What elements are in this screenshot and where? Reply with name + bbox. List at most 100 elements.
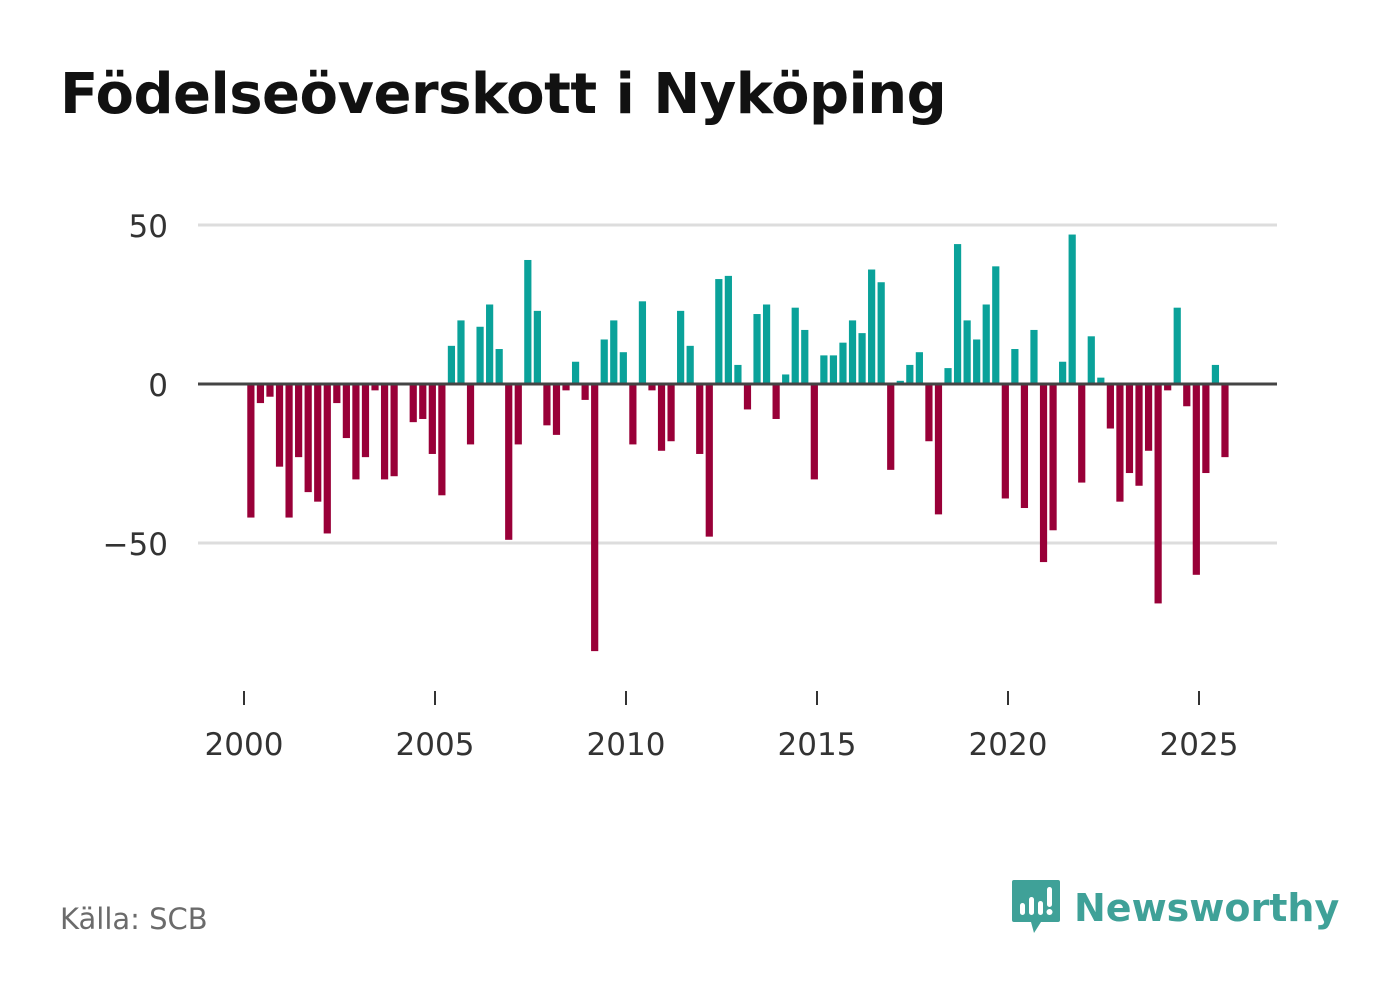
bar — [552, 384, 561, 435]
bar — [858, 333, 866, 384]
bar — [944, 368, 952, 384]
bar — [992, 266, 1000, 384]
bar — [657, 384, 666, 451]
bar — [1154, 384, 1162, 604]
bar — [877, 282, 885, 384]
bar — [667, 384, 675, 442]
bar — [323, 384, 331, 534]
bar — [1106, 384, 1114, 429]
y-axis: 50 0 −50 — [103, 209, 168, 563]
bar — [581, 384, 589, 400]
bar — [810, 384, 818, 480]
bar — [791, 307, 799, 384]
bar — [390, 384, 398, 477]
bar — [266, 384, 274, 397]
bar — [906, 364, 914, 384]
bar — [1049, 384, 1057, 531]
bar — [982, 304, 990, 384]
bar — [524, 259, 532, 384]
x-tick-label: 2005 — [396, 727, 475, 763]
bar — [514, 384, 522, 445]
x-tick-label: 2020 — [969, 727, 1048, 763]
bar — [1059, 361, 1067, 384]
x-tick-label: 2010 — [587, 727, 666, 763]
bar — [285, 384, 293, 518]
bar — [380, 384, 389, 480]
bar — [734, 364, 742, 384]
bar — [973, 339, 981, 384]
bar — [1173, 307, 1181, 384]
bar — [887, 384, 895, 470]
bar — [696, 384, 704, 454]
bar — [753, 314, 761, 384]
bar — [256, 384, 265, 404]
bar — [361, 384, 370, 458]
bar — [1164, 384, 1172, 391]
bar — [1011, 349, 1019, 384]
bar — [648, 384, 656, 391]
bar — [352, 384, 360, 480]
bar — [571, 361, 580, 384]
bar — [486, 304, 494, 384]
bar — [1039, 384, 1048, 563]
bar — [371, 384, 379, 391]
bar — [304, 384, 312, 493]
bar — [1068, 234, 1076, 384]
bar — [1202, 384, 1210, 474]
bar — [619, 352, 627, 384]
bar — [476, 326, 484, 384]
bar — [1087, 336, 1095, 384]
x-tick-label: 2025 — [1160, 727, 1239, 763]
bar — [1030, 329, 1038, 384]
bar — [705, 384, 713, 537]
bar — [466, 384, 475, 445]
bar — [438, 384, 446, 496]
bar — [409, 384, 417, 423]
bar — [848, 320, 857, 384]
bar — [724, 275, 732, 384]
bar — [1135, 384, 1143, 486]
bar — [275, 384, 284, 467]
bar — [1001, 384, 1009, 499]
bar — [1183, 384, 1191, 407]
bar — [934, 384, 943, 515]
y-tick-label: 0 — [148, 368, 168, 404]
bar — [600, 339, 608, 384]
brand-name: Newsworthy — [1074, 886, 1340, 930]
bar — [543, 384, 551, 426]
bar — [495, 349, 503, 384]
bar — [677, 310, 685, 384]
bar — [629, 384, 637, 445]
bar — [505, 384, 513, 540]
x-tick-label: 2000 — [205, 727, 284, 763]
bar — [457, 320, 465, 384]
bar — [333, 384, 341, 404]
y-tick-label: 50 — [129, 209, 168, 245]
chart-title: Födelseöverskott i Nyköping — [60, 62, 947, 127]
bar — [1192, 384, 1200, 575]
x-axis: 2000 2005 2010 2015 2020 2025 — [205, 691, 1239, 763]
bar — [801, 329, 809, 384]
bar — [762, 304, 771, 384]
bar — [591, 384, 599, 652]
bar — [868, 269, 876, 384]
bar — [829, 355, 838, 384]
bar — [1078, 384, 1086, 483]
bar — [1211, 364, 1220, 384]
x-tick-label: 2015 — [778, 727, 857, 763]
bar — [686, 345, 694, 384]
bars — [247, 234, 1229, 652]
bar — [839, 342, 847, 384]
bar — [1125, 384, 1134, 474]
bar — [610, 320, 618, 384]
bar — [715, 279, 723, 384]
bar — [562, 384, 570, 391]
brand-logo: Newsworthy — [1010, 878, 1339, 938]
bar — [963, 320, 971, 384]
bar — [295, 384, 303, 458]
source-note: Källa: SCB — [60, 902, 208, 936]
bar — [419, 384, 427, 419]
bar — [896, 380, 904, 384]
bar — [1221, 384, 1229, 458]
